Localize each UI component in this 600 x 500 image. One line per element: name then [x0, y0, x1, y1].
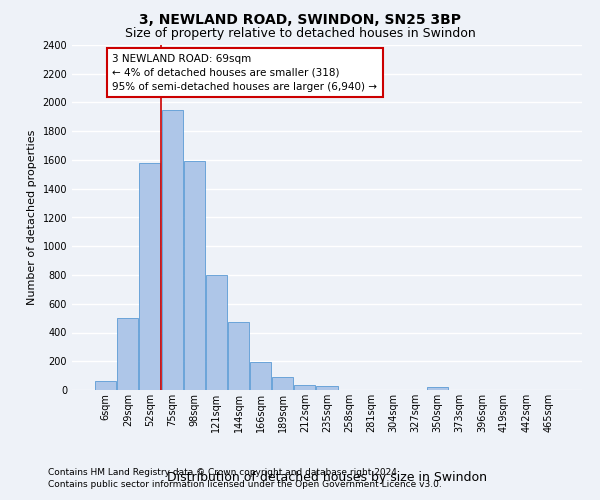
- Bar: [228, 322, 249, 390]
- Text: Size of property relative to detached houses in Swindon: Size of property relative to detached ho…: [125, 28, 475, 40]
- Bar: [427, 387, 448, 390]
- Bar: [206, 275, 227, 390]
- Bar: [316, 386, 338, 390]
- Bar: [95, 382, 116, 390]
- Bar: [184, 162, 205, 390]
- Bar: [295, 385, 316, 390]
- Bar: [250, 362, 271, 390]
- Y-axis label: Number of detached properties: Number of detached properties: [27, 130, 37, 305]
- X-axis label: Distribution of detached houses by size in Swindon: Distribution of detached houses by size …: [167, 471, 487, 484]
- Text: 3 NEWLAND ROAD: 69sqm
← 4% of detached houses are smaller (318)
95% of semi-deta: 3 NEWLAND ROAD: 69sqm ← 4% of detached h…: [112, 54, 377, 92]
- Bar: [139, 163, 160, 390]
- Text: 3, NEWLAND ROAD, SWINDON, SN25 3BP: 3, NEWLAND ROAD, SWINDON, SN25 3BP: [139, 12, 461, 26]
- Bar: [118, 318, 139, 390]
- Bar: [161, 110, 182, 390]
- Bar: [272, 377, 293, 390]
- Text: Contains HM Land Registry data © Crown copyright and database right 2024.
Contai: Contains HM Land Registry data © Crown c…: [48, 468, 442, 489]
